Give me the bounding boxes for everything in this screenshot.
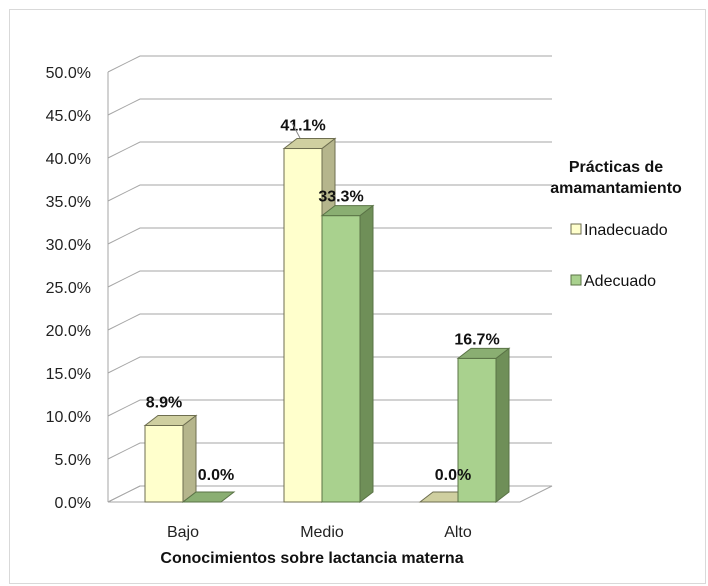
legend-swatch <box>570 223 582 235</box>
bar-side <box>359 204 374 504</box>
gridline <box>107 356 552 374</box>
y-tick-label: 45.0% <box>46 108 91 125</box>
gridline <box>107 55 552 73</box>
data-label: 33.3% <box>318 189 363 206</box>
y-tick-label: 5.0% <box>55 452 91 469</box>
legend: Prácticas de amamantamiento Inadecuado Ad… <box>550 159 682 290</box>
gridlines <box>107 55 553 503</box>
bars <box>143 137 511 504</box>
gridline <box>107 227 552 245</box>
data-labels: 8.9% 0.0% 41.1% 33.3% 0.0% 16.7% <box>146 118 500 484</box>
legend-label: Adecuado <box>584 273 656 290</box>
y-tick-label: 0.0% <box>55 495 91 512</box>
bar-front <box>321 215 361 503</box>
y-tick-label: 40.0% <box>46 151 91 168</box>
y-tick-label: 20.0% <box>46 323 91 340</box>
x-tick-label: Bajo <box>167 524 199 541</box>
y-tick-label: 35.0% <box>46 194 91 211</box>
legend-title-line-1: Prácticas de <box>569 159 663 176</box>
x-axis-title: Conocimientos sobre lactancia materna <box>160 550 463 567</box>
bar-front <box>283 148 323 503</box>
bar-side <box>495 347 510 504</box>
x-tick-label: Alto <box>444 524 472 541</box>
legend-item-adecuado: Adecuado <box>570 273 656 290</box>
gridline <box>107 270 552 288</box>
bar-top <box>181 491 236 503</box>
gridline <box>107 399 552 417</box>
bar-adecuado-medio <box>320 204 375 504</box>
gridline <box>107 184 552 202</box>
bar-side <box>182 414 197 504</box>
data-label: 41.1% <box>280 118 325 135</box>
y-tick-label: 30.0% <box>46 237 91 254</box>
legend-swatch <box>570 274 582 286</box>
gridline <box>107 141 552 159</box>
legend-item-inadecuado: Inadecuado <box>570 222 668 239</box>
y-tick-labels: 0.0% 5.0% 10.0% 15.0% 20.0% 25.0% 30.0% 35.0% 40… <box>46 65 91 512</box>
gridline <box>107 442 552 460</box>
floor <box>107 485 553 503</box>
bar-top <box>143 414 198 426</box>
data-label: 0.0% <box>435 467 471 484</box>
gridline <box>107 313 552 331</box>
label-leader-line <box>291 122 301 139</box>
x-tick-label: Medio <box>300 524 344 541</box>
bar-top <box>456 347 511 359</box>
y-tick-label: 10.0% <box>46 409 91 426</box>
y-tick-label: 25.0% <box>46 280 91 297</box>
bar-adecuado-bajo <box>181 491 236 503</box>
bar-top <box>282 138 337 150</box>
x-tick-labels: Bajo Medio Alto <box>167 524 472 541</box>
bar-inadecuado-bajo <box>143 414 198 504</box>
bar-front <box>144 424 184 503</box>
bar-top <box>320 205 375 217</box>
bar-adecuado-alto <box>456 347 511 504</box>
gridline <box>107 98 552 116</box>
y-tick-label: 15.0% <box>46 366 91 383</box>
data-label: 8.9% <box>146 394 182 411</box>
legend-title-line-2: amamantamiento <box>550 180 682 197</box>
data-label: 0.0% <box>198 467 234 484</box>
y-tick-label: 50.0% <box>46 65 91 82</box>
legend-label: Inadecuado <box>584 222 668 239</box>
bar-front <box>457 357 497 503</box>
data-label: 16.7% <box>454 331 499 348</box>
